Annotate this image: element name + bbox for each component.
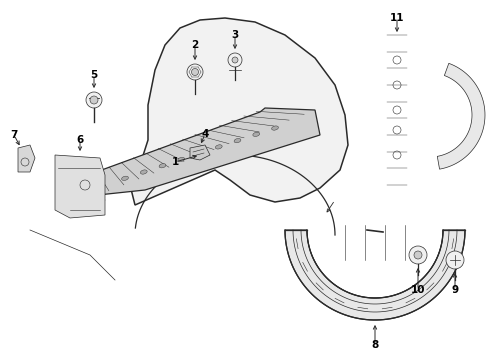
Polygon shape [18, 145, 35, 172]
Text: 2: 2 [191, 40, 198, 50]
Ellipse shape [271, 126, 278, 130]
Text: 8: 8 [370, 340, 378, 350]
Text: 4: 4 [201, 129, 208, 139]
Text: 7: 7 [10, 130, 18, 140]
Text: 10: 10 [410, 285, 425, 295]
Polygon shape [130, 18, 347, 205]
Circle shape [90, 96, 98, 104]
Polygon shape [80, 175, 105, 210]
Text: 1: 1 [171, 157, 178, 167]
Ellipse shape [159, 163, 165, 168]
Ellipse shape [252, 132, 259, 136]
Polygon shape [436, 63, 484, 169]
Text: 11: 11 [389, 13, 404, 23]
Circle shape [413, 251, 421, 259]
Ellipse shape [178, 157, 184, 162]
Circle shape [227, 53, 242, 67]
Polygon shape [88, 108, 319, 195]
Circle shape [231, 57, 238, 63]
Text: 3: 3 [231, 30, 238, 40]
Circle shape [408, 246, 426, 264]
Text: 9: 9 [450, 285, 458, 295]
Circle shape [86, 92, 102, 108]
Text: 5: 5 [90, 70, 98, 80]
Ellipse shape [122, 176, 128, 180]
Ellipse shape [234, 139, 241, 143]
Ellipse shape [196, 151, 203, 155]
Polygon shape [285, 230, 464, 320]
Circle shape [445, 251, 463, 269]
Polygon shape [55, 155, 105, 218]
Polygon shape [190, 145, 209, 160]
Ellipse shape [215, 145, 222, 149]
Ellipse shape [140, 170, 147, 174]
Circle shape [186, 64, 203, 80]
Text: 6: 6 [76, 135, 83, 145]
Circle shape [191, 68, 198, 76]
